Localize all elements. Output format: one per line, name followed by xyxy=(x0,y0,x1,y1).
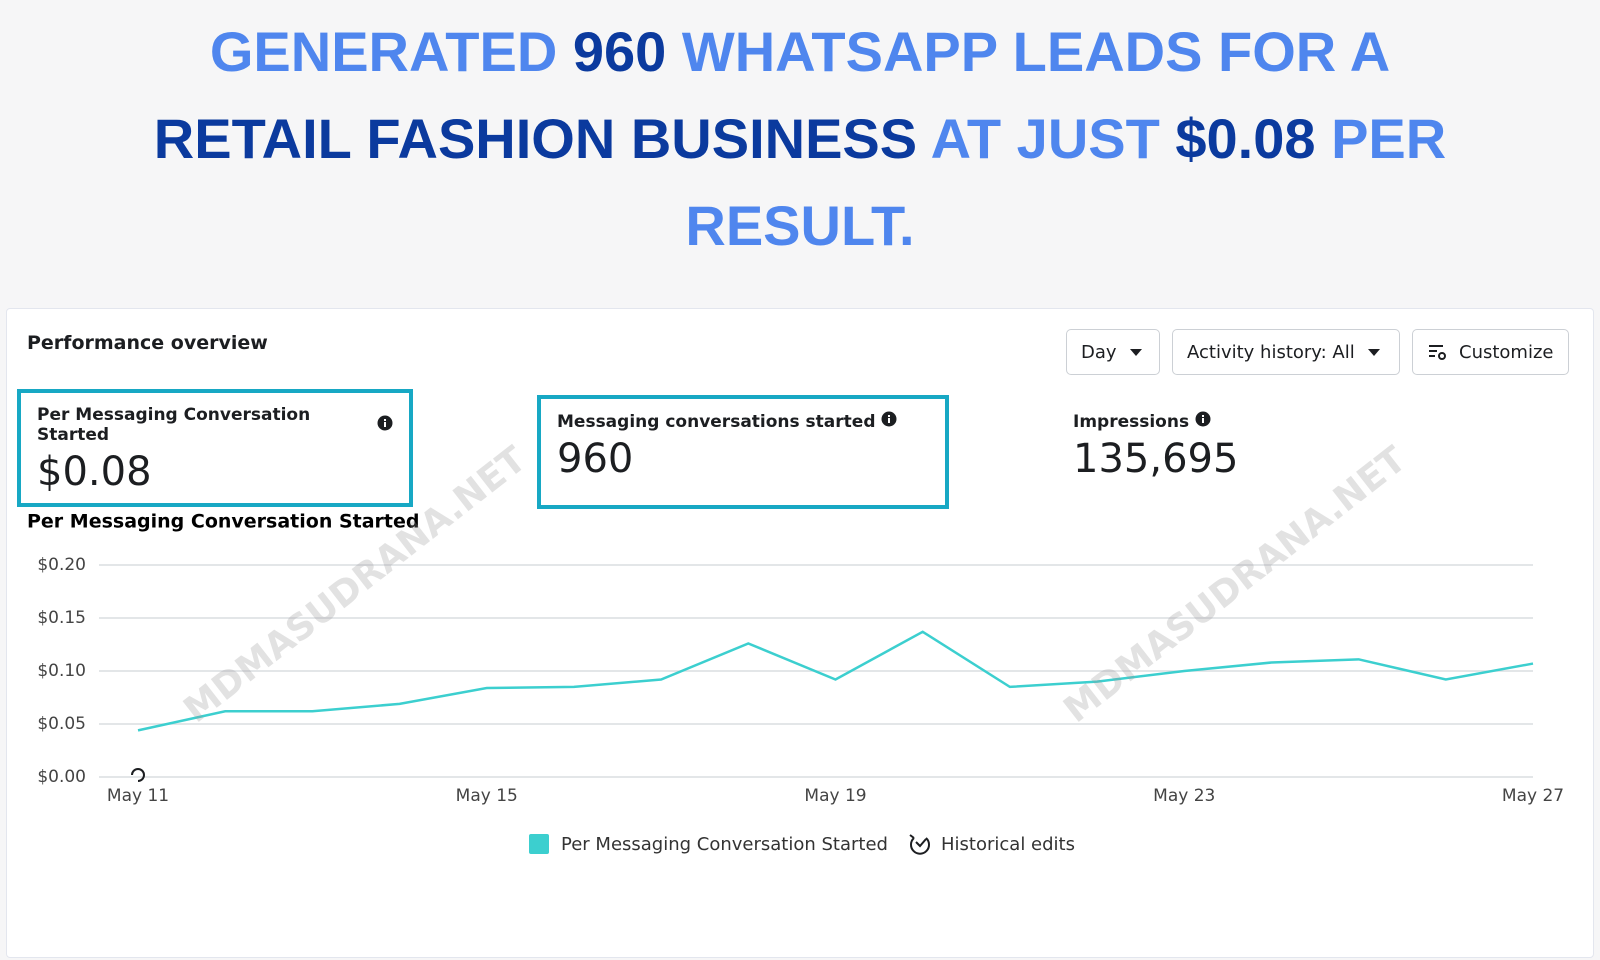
title-part: RETAIL FASHION BUSINESS xyxy=(153,107,918,170)
metric-card: Per Messaging Conversation Started $0.08 xyxy=(17,389,413,507)
x-tick-label: May 11 xyxy=(107,786,169,806)
y-tick-label: $0.15 xyxy=(37,608,86,628)
metric-label: Per Messaging Conversation Started xyxy=(37,405,311,445)
activity-label: Activity history: All xyxy=(1187,341,1355,363)
x-tick-label: May 15 xyxy=(456,786,518,806)
info-icon xyxy=(377,415,393,436)
metric-card: Impressions 135,695 xyxy=(1063,395,1363,505)
title-part: PER xyxy=(1315,107,1447,170)
chart-title: Per Messaging Conversation Started xyxy=(27,511,420,533)
y-tick-label: $0.00 xyxy=(37,767,86,787)
title-line: GENERATED 960 WHATSAPP LEADS FOR A xyxy=(0,22,1600,82)
legend-label: Historical edits xyxy=(941,834,1075,855)
metric-value: $0.08 xyxy=(37,449,152,495)
legend-label: Per Messaging Conversation Started xyxy=(561,834,888,855)
panel-title: Performance overview xyxy=(27,332,268,354)
title-line: RETAIL FASHION BUSINESS AT JUST $0.08 PE… xyxy=(0,109,1600,169)
caret xyxy=(1129,349,1142,356)
period-dropdown[interactable]: Day xyxy=(1066,329,1160,375)
y-tick-label: $0.10 xyxy=(37,661,86,681)
history-marker xyxy=(131,768,145,782)
title-part: AT JUST xyxy=(917,107,1176,170)
caret xyxy=(1367,349,1380,356)
x-tick-label: May 23 xyxy=(1153,786,1215,806)
title-part: RESULT. xyxy=(685,194,915,257)
metric-value: 135,695 xyxy=(1073,436,1239,482)
period-label: Day xyxy=(1081,341,1117,363)
metric-label-row: Messaging conversations started xyxy=(557,411,929,432)
watermark: MDMASUDRANA.NET xyxy=(1056,439,1414,731)
metric-card: Messaging conversations started 960 xyxy=(537,395,949,509)
x-tick-label: May 19 xyxy=(804,786,866,806)
info-icon xyxy=(1195,411,1211,432)
metric-value: 960 xyxy=(557,436,634,482)
y-tick-label: $0.05 xyxy=(37,714,86,734)
title-part: GENERATED xyxy=(209,20,573,83)
info-icon xyxy=(881,411,897,432)
title-part: $0.08 xyxy=(1175,107,1316,170)
y-tick-label: $0.20 xyxy=(37,555,86,575)
customize-label: Customize xyxy=(1459,341,1554,363)
activity-dropdown[interactable]: Activity history: All xyxy=(1172,329,1400,375)
metric-label-row: Impressions xyxy=(1073,411,1353,432)
performance-card xyxy=(6,308,1594,958)
legend-swatch xyxy=(529,834,549,854)
metric-label-row: Per Messaging Conversation Started xyxy=(37,405,393,445)
watermark: MDMASUDRANA.NET xyxy=(176,439,534,731)
title-part: 960 xyxy=(572,20,667,83)
title-part: WHATSAPP LEADS FOR A xyxy=(666,20,1391,83)
customize-icon xyxy=(1429,345,1446,360)
metric-label: Messaging conversations started xyxy=(557,411,876,432)
x-tick-label: May 27 xyxy=(1502,786,1564,806)
title-line: RESULT. xyxy=(0,196,1600,256)
header: GENERATED 960 WHATSAPP LEADS FOR A RETAIL… xyxy=(0,0,1600,300)
metric-label: Impressions xyxy=(1073,411,1190,432)
history-icon xyxy=(909,834,930,855)
data-line xyxy=(137,630,1534,732)
customize-button[interactable]: Customize xyxy=(1412,329,1569,375)
